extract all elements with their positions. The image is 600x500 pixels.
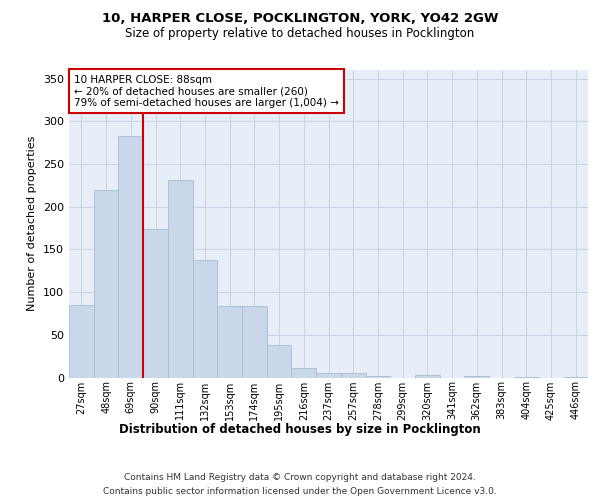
Text: Distribution of detached houses by size in Pocklington: Distribution of detached houses by size … [119, 422, 481, 436]
Bar [292, 368, 316, 378]
Bar [365, 376, 390, 378]
Bar [69, 305, 94, 378]
Y-axis label: Number of detached properties: Number of detached properties [28, 136, 37, 312]
Text: 10, HARPER CLOSE, POCKLINGTON, YORK, YO42 2GW: 10, HARPER CLOSE, POCKLINGTON, YORK, YO4… [102, 12, 498, 26]
Text: 10 HARPER CLOSE: 88sqm
← 20% of detached houses are smaller (260)
79% of semi-de: 10 HARPER CLOSE: 88sqm ← 20% of detached… [74, 74, 339, 108]
Bar [514, 376, 539, 378]
Bar [242, 306, 267, 378]
Bar [316, 373, 341, 378]
Bar [563, 376, 588, 378]
Bar [193, 260, 217, 378]
Text: Size of property relative to detached houses in Pocklington: Size of property relative to detached ho… [125, 28, 475, 40]
Bar [267, 345, 292, 378]
Bar [168, 180, 193, 378]
Bar [464, 376, 489, 378]
Bar [94, 190, 118, 378]
Bar [415, 375, 440, 378]
Bar [143, 229, 168, 378]
Text: Contains HM Land Registry data © Crown copyright and database right 2024.: Contains HM Land Registry data © Crown c… [124, 472, 476, 482]
Bar [118, 136, 143, 378]
Bar [217, 306, 242, 378]
Text: Contains public sector information licensed under the Open Government Licence v3: Contains public sector information licen… [103, 488, 497, 496]
Bar [341, 373, 365, 378]
